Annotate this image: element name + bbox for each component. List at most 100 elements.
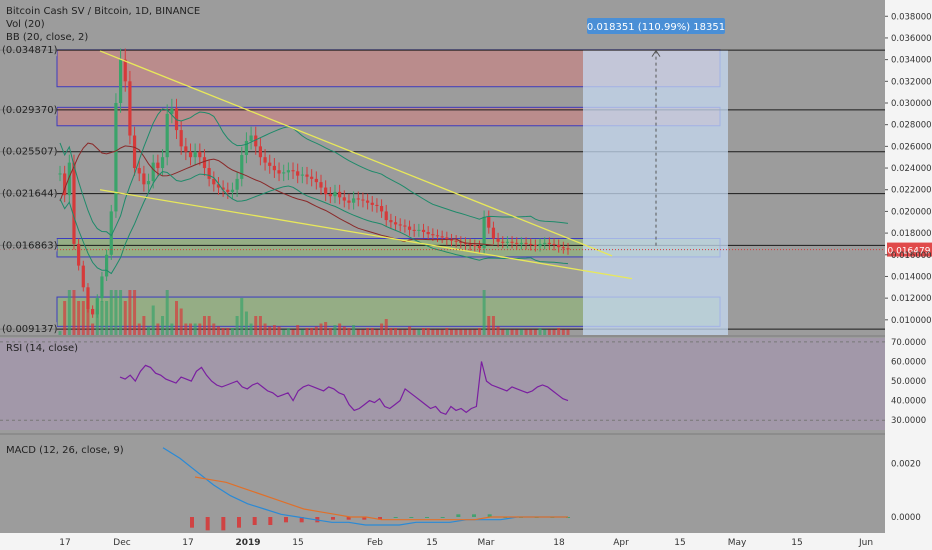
macd-histogram-bar <box>346 517 351 520</box>
candle-body <box>375 204 379 206</box>
volume-bar <box>188 323 192 335</box>
candle-body <box>389 220 393 223</box>
candle-body <box>338 191 342 198</box>
volume-bar <box>417 329 421 335</box>
volume-bar <box>412 329 416 335</box>
volume-bar <box>510 329 514 335</box>
candle-body <box>156 162 160 169</box>
macd-histogram-bar <box>252 517 257 525</box>
candle-body <box>300 174 304 176</box>
level-label: (0.025507) <box>2 147 58 158</box>
volume-bar <box>319 323 323 335</box>
price-tick-label: 0.030000 <box>891 99 932 109</box>
macd-histogram-bar <box>331 517 335 520</box>
volume-bar <box>375 329 379 335</box>
volume-bar <box>468 329 472 335</box>
candle-body <box>379 205 384 212</box>
volume-bar <box>366 328 370 335</box>
candle-body <box>365 200 370 203</box>
volume-bar <box>501 329 505 335</box>
volume-bar <box>179 308 183 335</box>
volume-bar <box>342 326 346 335</box>
volume-bar <box>552 329 556 335</box>
volume-bar <box>482 290 486 335</box>
candle-body <box>151 162 155 182</box>
candle-body <box>393 222 398 225</box>
volume-bar <box>291 329 295 335</box>
volume-bar <box>119 290 123 335</box>
candle-body <box>160 157 165 169</box>
volume-bar <box>216 326 220 335</box>
candle-body <box>184 146 188 152</box>
candle-body <box>263 157 267 163</box>
time-tick-label: 15 <box>791 538 802 548</box>
price-tick-label: 0.020000 <box>891 207 932 217</box>
candle-body <box>473 245 477 247</box>
rsi-tick-label: 60.0000 <box>891 357 926 367</box>
volume-bar <box>505 329 509 335</box>
candle-body <box>310 176 314 179</box>
volume-bar <box>142 316 146 335</box>
rsi-pane-label: RSI (14, close) <box>6 343 79 354</box>
candle-body <box>566 248 570 250</box>
volume-bar <box>300 329 304 335</box>
volume-bar <box>156 323 160 335</box>
volume-bar <box>477 328 481 335</box>
volume-bar <box>324 322 328 335</box>
volume-bar <box>137 323 141 335</box>
macd-histogram-bar <box>378 517 382 520</box>
macd-histogram-bar <box>456 514 461 517</box>
candle-body <box>109 211 113 255</box>
volume-bar <box>431 329 435 335</box>
level-label: (0.021644) <box>2 189 58 200</box>
candle-body <box>128 81 132 136</box>
candle-body <box>202 157 207 169</box>
macd-line <box>162 447 568 526</box>
macd-histogram-bar <box>237 517 241 528</box>
volume-bar <box>454 329 458 335</box>
volume-bar <box>533 329 537 335</box>
volume-bar <box>240 298 244 335</box>
volume-bar <box>249 323 253 335</box>
candle-body <box>347 200 351 203</box>
candle-body <box>235 178 239 190</box>
time-tick-label: 15 <box>426 538 437 548</box>
candle-body <box>384 211 388 221</box>
volume-bar <box>361 329 365 335</box>
level-label-bg <box>0 43 57 57</box>
candle-body <box>319 182 323 188</box>
volume-bar <box>370 328 374 335</box>
candle-body <box>431 234 435 236</box>
candle-body <box>449 239 454 241</box>
level-label-bg <box>0 102 57 116</box>
candle-body <box>482 216 486 249</box>
candle-body <box>137 168 141 174</box>
candle-body <box>487 216 491 228</box>
macd-histogram-bar <box>425 517 429 518</box>
trendline-upper <box>99 50 613 257</box>
rsi-line <box>119 361 569 416</box>
macd-histogram-bar <box>190 517 194 528</box>
volume-bar <box>305 328 309 335</box>
volume-bar <box>151 305 155 335</box>
candle-body <box>296 171 300 176</box>
level-label: (0.016863) <box>2 240 58 251</box>
candle-body <box>459 241 463 243</box>
volume-bar <box>268 326 272 335</box>
price-tag-bg <box>887 242 932 257</box>
price-tick-label: 0.032000 <box>891 77 932 87</box>
volume-bar <box>86 301 90 335</box>
volume-bar <box>436 329 440 335</box>
volume-bar <box>235 316 239 335</box>
price-tick-label: 0.034000 <box>891 56 932 66</box>
candle-body <box>412 229 416 231</box>
vol-indicator-label: Vol (20) <box>6 19 45 30</box>
volume-bar <box>114 290 118 335</box>
volume-bar <box>175 301 179 335</box>
measure-label-bg <box>587 18 725 34</box>
candle-body <box>403 225 407 227</box>
time-tick-label: Feb <box>367 538 383 548</box>
candle-body <box>249 135 253 141</box>
volume-bar <box>389 328 393 335</box>
